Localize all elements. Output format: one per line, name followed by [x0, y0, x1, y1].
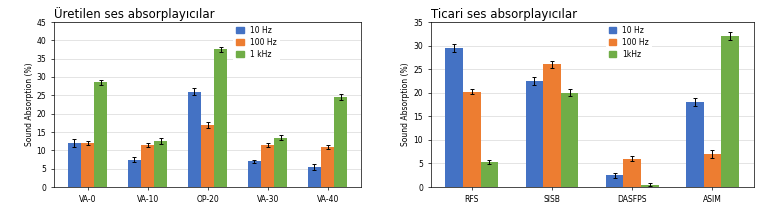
- Bar: [155, 141, 168, 187]
- Bar: [248, 161, 261, 187]
- Bar: [81, 143, 95, 187]
- Bar: [201, 125, 215, 187]
- Bar: [321, 147, 335, 187]
- Y-axis label: Sound Absorption (%): Sound Absorption (%): [25, 63, 34, 146]
- Bar: [704, 154, 721, 187]
- Bar: [561, 93, 578, 187]
- Legend: 10 Hz, 100 Hz, 1kHz: 10 Hz, 100 Hz, 1kHz: [606, 22, 652, 62]
- Bar: [445, 48, 463, 187]
- Legend: 10 Hz, 100 Hz, 1 kHz: 10 Hz, 100 Hz, 1 kHz: [233, 22, 280, 62]
- Text: Üretilen ses absorplayıcılar: Üretilen ses absorplayıcılar: [54, 7, 215, 21]
- Bar: [641, 185, 659, 187]
- Bar: [141, 145, 155, 187]
- Bar: [624, 159, 641, 187]
- Bar: [308, 167, 321, 187]
- Bar: [261, 145, 275, 187]
- Bar: [463, 92, 481, 187]
- Bar: [543, 64, 561, 187]
- Bar: [606, 175, 624, 187]
- Bar: [215, 50, 228, 187]
- Bar: [686, 102, 704, 187]
- Bar: [335, 97, 348, 187]
- Bar: [128, 160, 141, 187]
- Bar: [275, 138, 288, 187]
- Bar: [721, 36, 739, 187]
- Bar: [95, 82, 108, 187]
- Text: Ticari ses absorplayıcılar: Ticari ses absorplayıcılar: [431, 8, 577, 21]
- Y-axis label: Sound Absorption (%): Sound Absorption (%): [401, 63, 411, 146]
- Bar: [188, 92, 201, 187]
- Bar: [481, 162, 498, 187]
- Bar: [525, 81, 543, 187]
- Bar: [68, 143, 81, 187]
